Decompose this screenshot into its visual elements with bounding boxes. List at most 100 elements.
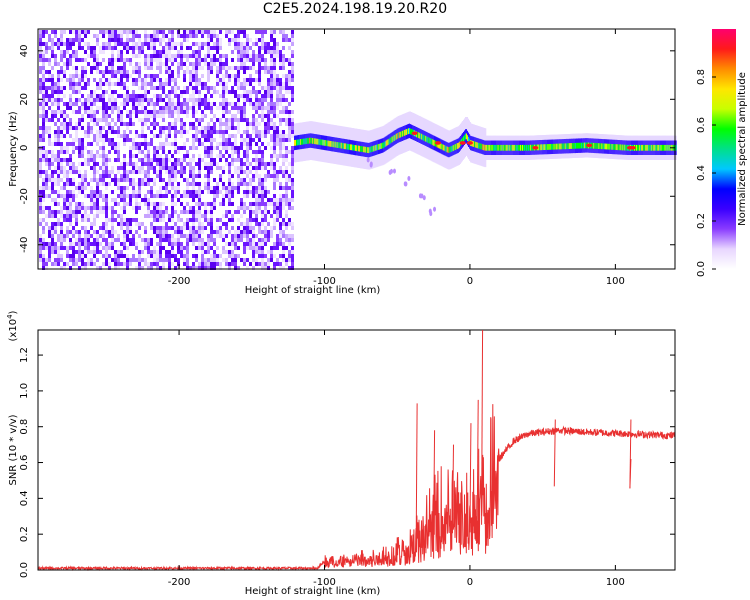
noise-cell [150,54,153,58]
noise-cell [108,106,111,110]
noise-cell [165,134,168,138]
noise-cell [108,82,111,86]
noise-cell [165,54,168,58]
noise-cell [210,214,213,218]
signal-peak [586,143,593,148]
noise-cell [99,226,102,230]
noise-cell [168,106,171,110]
noise-cell [279,82,282,86]
noise-cell [123,166,126,170]
noise-cell [138,190,141,194]
noise-cell [186,190,189,194]
noise-cell [192,110,195,114]
signal-core [506,144,509,151]
noise-cell [48,258,51,262]
noise-cell [39,174,42,178]
noise-cell [267,174,270,178]
noise-cell [111,190,114,194]
noise-cell [237,94,240,98]
noise-cell [186,70,189,74]
noise-cell [138,98,141,102]
noise-cell [39,50,42,54]
noise-cell [84,30,87,34]
noise-cell [282,94,285,98]
noise-cell [270,126,273,130]
noise-cell [201,222,204,226]
noise-cell [102,206,105,210]
noise-cell [180,250,183,254]
noise-cell [282,158,285,162]
noise-cell [99,46,102,50]
noise-cell [285,158,288,162]
noise-cell [240,214,243,218]
noise-cell [141,166,144,170]
noise-cell [219,122,222,126]
noise-cell [153,78,156,82]
noise-cell [114,158,117,162]
noise-cell [240,178,243,182]
noise-cell [138,42,141,46]
signal-core [360,146,363,152]
noise-cell [249,242,252,246]
noise-cell [225,242,228,246]
noise-cell [117,158,120,162]
noise-cell [171,90,174,94]
noise-cell [93,94,96,98]
noise-cell [249,214,252,218]
noise-cell [159,178,162,182]
noise-cell [78,202,81,206]
noise-cell [177,102,180,106]
noise-cell [270,94,273,98]
noise-cell [90,234,93,238]
noise-cell [222,62,225,66]
noise-cell [219,106,222,110]
noise-cell [246,42,249,46]
noise-cell [210,30,213,34]
noise-cell [96,214,99,218]
noise-cell [192,94,195,98]
noise-cell [171,38,174,42]
noise-cell [249,98,252,102]
noise-cell [276,202,279,206]
noise-cell [75,230,78,234]
noise-cell [75,206,78,210]
noise-cell [114,74,117,78]
noise-cell [90,106,93,110]
noise-cell [291,262,294,266]
noise-cell [192,226,195,230]
noise-cell [180,130,183,134]
noise-cell [81,226,84,230]
noise-cell [153,262,156,266]
secondary-track-mark [403,181,407,187]
noise-cell [117,258,120,262]
noise-cell [72,226,75,230]
noise-cell [114,178,117,182]
noise-cell [162,114,165,118]
noise-cell [249,222,252,226]
noise-cell [258,242,261,246]
noise-cell [204,106,207,110]
noise-cell [120,166,123,170]
noise-cell [180,102,183,106]
noise-cell [273,198,276,202]
noise-cell [120,214,123,218]
noise-cell [279,150,282,154]
spectrogram-noise-region [39,30,294,270]
noise-cell [288,258,291,262]
noise-cell [192,74,195,78]
noise-cell [291,118,294,122]
noise-cell [195,82,198,86]
noise-cell [174,254,177,258]
noise-cell [138,158,141,162]
noise-cell [288,86,291,90]
noise-cell [144,58,147,62]
noise-cell [255,218,258,222]
noise-cell [72,250,75,254]
noise-cell [234,146,237,150]
noise-cell [159,170,162,174]
noise-cell [135,34,138,38]
noise-cell [288,110,291,114]
noise-cell [189,218,192,222]
noise-cell [231,50,234,54]
noise-cell [111,246,114,250]
